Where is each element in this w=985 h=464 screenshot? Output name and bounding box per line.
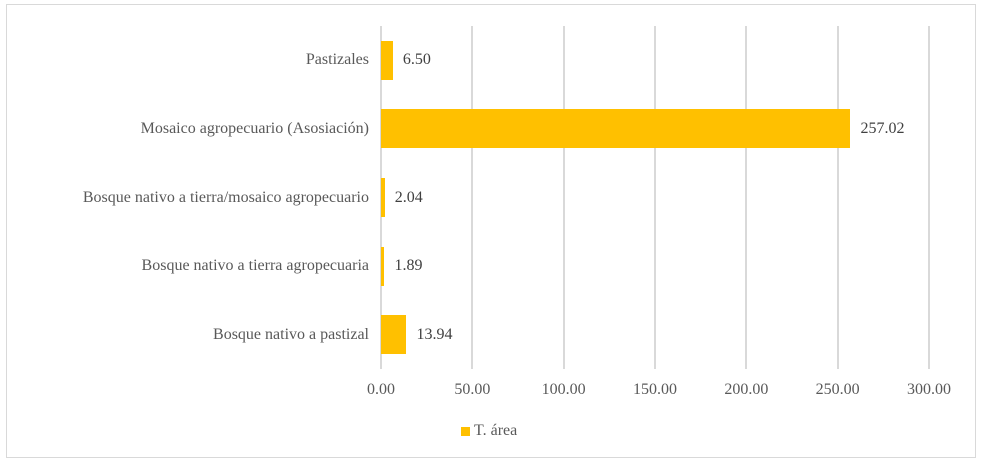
category-label: Bosque nativo a pastizal — [213, 325, 369, 343]
category-label: Pastizales — [305, 51, 369, 69]
gridline — [471, 26, 474, 369]
x-tick-label: 300.00 — [907, 381, 951, 398]
category-label: Mosaico agropecuario (Asosiación) — [140, 119, 369, 137]
category-label: Bosque nativo a tierra agropecuaria — [141, 257, 369, 275]
category-label: Bosque nativo a tierra/mosaico agropecua… — [82, 188, 369, 206]
bar — [381, 315, 407, 355]
bar — [381, 40, 393, 80]
chart-frame — [6, 4, 976, 458]
legend: T. área — [461, 422, 517, 440]
bar — [381, 178, 385, 217]
gridline — [928, 26, 930, 369]
x-tick-label: 250.00 — [815, 381, 860, 398]
x-tick-label: 150.00 — [633, 381, 677, 398]
x-tick-label: 200.00 — [724, 381, 769, 398]
gridline — [562, 26, 565, 369]
value-label: 257.02 — [860, 119, 905, 137]
x-tick-label: 100.00 — [541, 381, 586, 398]
legend-swatch — [461, 426, 470, 436]
x-tick-label: 0.00 — [367, 381, 395, 398]
bar — [381, 246, 385, 286]
value-label: 1.89 — [394, 257, 423, 275]
value-label: 2.04 — [394, 188, 423, 206]
legend-label: T. área — [474, 422, 518, 439]
gridline — [836, 26, 839, 369]
gridline — [745, 26, 748, 369]
x-tick-label: 50.00 — [454, 381, 491, 398]
value-label: 6.50 — [402, 51, 431, 69]
value-label: 13.94 — [416, 325, 453, 343]
gridline — [654, 26, 656, 369]
bar — [381, 109, 851, 149]
